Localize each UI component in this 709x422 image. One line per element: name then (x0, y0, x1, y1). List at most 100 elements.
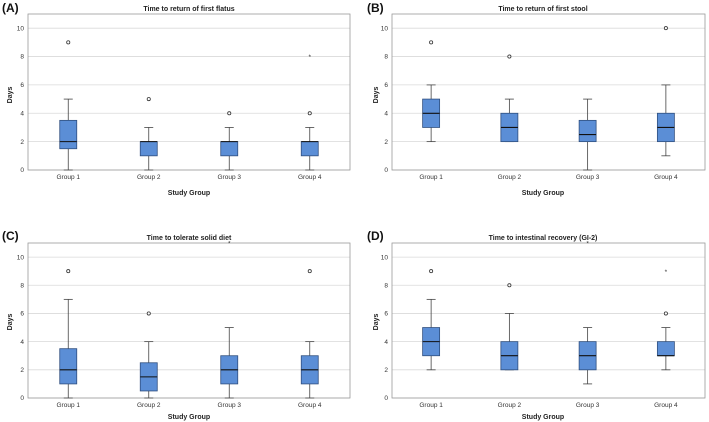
y-tick-label: 2 (20, 139, 24, 146)
x-tick-label: Group 4 (654, 174, 678, 181)
iqr-box (59, 119, 78, 150)
x-tick-label: Group 3 (576, 402, 600, 409)
extreme-point: * (586, 241, 589, 248)
box-group-1 (59, 40, 78, 171)
y-tick-label: 10 (381, 25, 389, 32)
x-tick-label: Group 1 (57, 402, 81, 409)
y-axis-label: Days (373, 87, 380, 104)
x-axis-label: Study Group (522, 414, 564, 421)
box-group-4 (300, 269, 319, 399)
x-tick-label: Group 3 (576, 174, 600, 181)
box-group-1 (422, 40, 441, 143)
box-group-1 (59, 269, 78, 399)
panel-label: (A) (2, 1, 19, 15)
outlier-point (307, 111, 312, 116)
y-tick-label: 2 (384, 139, 388, 146)
plot-area: 0 2 4 6 8 10 Group 1 Group 2 * Group 3 Group 4 (17, 241, 351, 409)
y-tick-label: 8 (384, 282, 388, 289)
y-tick-label: 4 (384, 339, 388, 346)
x-axis-label: Study Group (522, 190, 564, 197)
outlier-point (146, 97, 151, 102)
box-group-2 (500, 54, 519, 143)
panel-label: (B) (367, 1, 384, 15)
box-group-2 (500, 283, 519, 371)
x-tick-label: Group 4 (298, 174, 322, 181)
x-tick-label: Group 2 (498, 402, 522, 409)
panel-b: (B) Time to return of first stool Study … (367, 1, 706, 197)
y-axis-label: Days (7, 87, 14, 104)
panel-c: (C) Time to tolerate solid diet Study Gr… (2, 229, 351, 421)
y-tick-label: 10 (17, 254, 25, 261)
plot-area: 0 2 4 6 8 10 Group 1 Group 2 * Group 3 * Group 4 (381, 241, 706, 409)
extreme-point: * (665, 269, 668, 276)
y-tick-label: 0 (384, 395, 388, 402)
y-tick-label: 0 (20, 395, 24, 402)
x-tick-label: Group 4 (654, 402, 678, 409)
extreme-point: * (308, 54, 311, 61)
outlier-point (507, 54, 512, 59)
x-tick-label: Group 4 (298, 402, 322, 409)
panel-label: (D) (367, 229, 384, 243)
iqr-box (578, 119, 597, 143)
iqr-box (220, 141, 239, 157)
y-tick-label: 6 (20, 82, 24, 89)
x-tick-label: Group 1 (419, 402, 443, 409)
outlier-point (507, 283, 512, 288)
panel-d: (D) Time to intestinal recovery (GI-2) S… (367, 229, 706, 421)
y-tick-label: 8 (20, 282, 24, 289)
outlier-point (307, 269, 312, 274)
plot-area: 0 2 4 6 8 10 Group 1 Group 2 Group 3 * Group 4 (17, 13, 351, 181)
x-tick-label: Group 1 (57, 174, 81, 181)
iqr-box (656, 341, 675, 357)
y-tick-label: 6 (384, 311, 388, 318)
box-group-1 (422, 269, 441, 371)
y-tick-label: 0 (384, 167, 388, 174)
y-tick-label: 4 (384, 110, 388, 117)
x-axis-label: Study Group (168, 190, 210, 197)
box-group-4: * (656, 269, 675, 371)
outlier-point (663, 26, 668, 31)
y-tick-label: 10 (17, 25, 25, 32)
panel-label: (C) (2, 229, 19, 243)
x-tick-label: Group 2 (137, 402, 161, 409)
x-tick-label: Group 3 (218, 402, 242, 409)
outlier-point (66, 40, 71, 45)
chart-title: Time to return of first stool (498, 6, 587, 13)
x-axis-label: Study Group (168, 414, 210, 421)
y-tick-label: 2 (20, 367, 24, 374)
y-tick-label: 10 (381, 254, 389, 261)
box-group-4: * (300, 54, 319, 171)
box-group-2 (139, 311, 158, 399)
outlier-point (66, 269, 71, 274)
x-tick-label: Group 2 (498, 174, 522, 181)
plot-area: 0 2 4 6 8 10 Group 1 Group 2 Group 3 Group 4 (381, 13, 706, 181)
y-tick-label: 6 (20, 311, 24, 318)
x-tick-label: Group 3 (218, 174, 242, 181)
box-group-2 (139, 97, 158, 171)
x-tick-label: Group 1 (419, 174, 443, 181)
y-tick-label: 2 (384, 367, 388, 374)
y-tick-label: 4 (20, 110, 24, 117)
y-tick-label: 8 (20, 54, 24, 61)
panel-a: (A) Time to return of first flatus Study… (2, 1, 351, 197)
x-tick-label: Group 2 (137, 174, 161, 181)
y-axis-label: Days (7, 314, 14, 331)
chart-title: Time to intestinal recovery (GI-2) (489, 235, 598, 242)
box-group-3: * (220, 241, 239, 399)
box-group-4 (656, 26, 675, 157)
chart-title: Time to return of first flatus (143, 6, 234, 13)
y-tick-label: 0 (20, 167, 24, 174)
outlier-point (146, 311, 151, 316)
chart-title: Time to tolerate solid diet (147, 235, 232, 242)
y-tick-label: 6 (384, 82, 388, 89)
iqr-box (300, 141, 319, 157)
outlier-point (429, 269, 434, 274)
box-group-3 (220, 111, 239, 171)
outlier-point (663, 311, 668, 316)
y-axis-label: Days (373, 314, 380, 331)
plot-frame (391, 13, 706, 171)
plot-frame (27, 242, 351, 399)
box-group-3 (578, 98, 597, 171)
plot-frame (391, 242, 706, 399)
